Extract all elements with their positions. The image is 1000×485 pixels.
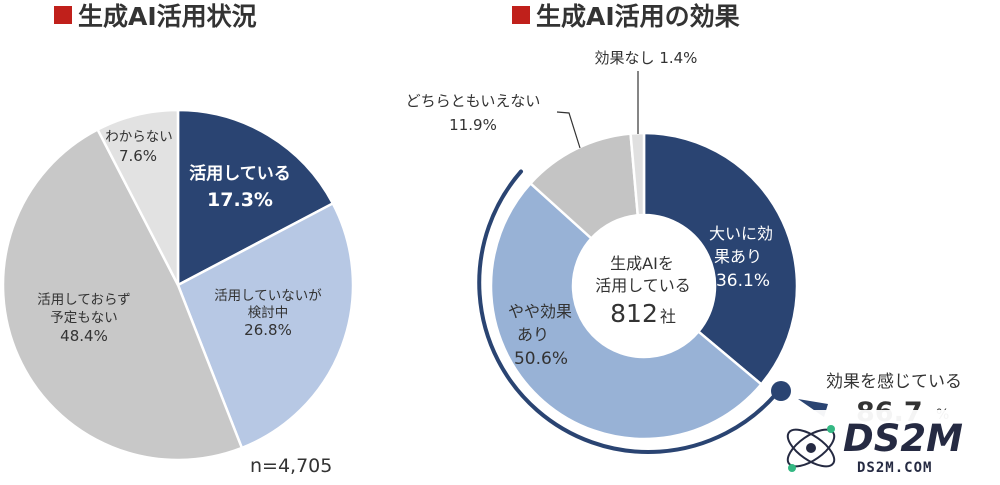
left-active-label: 活用している	[189, 163, 291, 184]
atom-electron-1	[827, 425, 835, 433]
right-pie-slice-0	[642, 131, 799, 387]
left-pie-slice-3	[95, 108, 180, 286]
right-pie	[489, 131, 799, 441]
left-pie-slice-2	[1, 127, 244, 462]
right-neutral-pct: 11.9%	[449, 116, 497, 134]
watermark-logo: DS2M DS2M.COM	[770, 410, 1000, 485]
watermark-text: DS2M	[843, 417, 963, 460]
left-unknown-pct: 7.6%	[119, 147, 157, 165]
effect-bracket-arc	[477, 169, 778, 454]
watermark-url: DS2M.COM	[857, 460, 932, 476]
callout-label: 効果を感じている	[826, 372, 962, 392]
atom-orbit-1	[786, 428, 836, 468]
left-pie-slice-1	[176, 201, 355, 450]
right-big-pct: 36.1%	[716, 271, 770, 291]
right-title-marker	[512, 6, 530, 24]
left-unknown-label: わからない	[105, 129, 173, 145]
right-big-label-2: 果あり	[714, 247, 762, 266]
atom-nucleus	[806, 443, 816, 453]
right-some-pct: 50.6%	[514, 349, 568, 369]
left-pie	[1, 108, 355, 462]
right-pie-slice-1	[489, 181, 764, 441]
left-noplan-label-2: 予定もない	[50, 310, 118, 326]
left-considering-pct: 26.8%	[244, 321, 292, 339]
left-noplan-pct: 48.4%	[60, 327, 108, 345]
left-considering-label-2: 検討中	[248, 305, 289, 321]
effect-bracket-dot	[771, 381, 791, 401]
right-pie-slice-3	[629, 131, 646, 217]
left-considering-label-1: 活用していないが	[214, 288, 322, 304]
center-count-unit: 社	[660, 307, 676, 326]
left-active-pct: 17.3%	[207, 189, 273, 211]
left-pie-slice-0	[176, 108, 335, 288]
center-label-2: 活用している	[595, 276, 691, 295]
right-none-label: 効果なし 1.4%	[595, 49, 698, 67]
atom-electron-2	[788, 464, 796, 472]
right-big-label-1: 大いに効	[709, 224, 773, 243]
atom-orbit-2	[786, 428, 836, 468]
right-some-label-2: あり	[517, 325, 549, 344]
right-some-label-1: やや効果	[508, 302, 572, 321]
center-count: 812	[610, 299, 658, 328]
right-chart-title: 生成AI活用の効果	[536, 2, 740, 31]
right-neutral-label: どちらともいえない	[406, 92, 541, 110]
right-neutral-leader	[556, 111, 581, 149]
left-sample-size: n=4,705	[250, 455, 332, 477]
left-chart-title: 生成AI活用状況	[78, 2, 257, 31]
center-label-1: 生成AIを	[610, 254, 674, 273]
left-title-marker	[54, 6, 72, 24]
left-noplan-label-1: 活用しておらず	[37, 292, 130, 308]
